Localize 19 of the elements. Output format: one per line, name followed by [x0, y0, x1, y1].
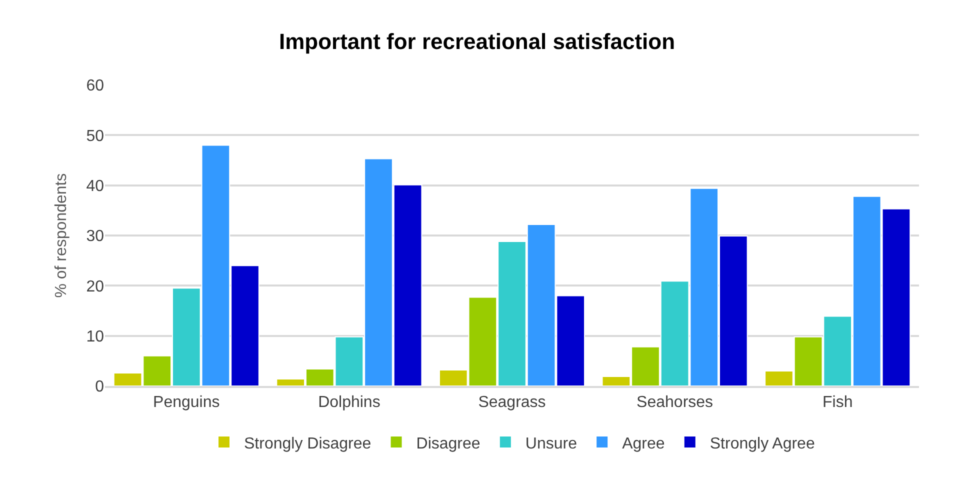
chart-title: Important for recreational satisfaction — [278, 29, 676, 54]
x-tick-label: Seahorses — [636, 394, 714, 412]
legend-label: Agree — [622, 435, 665, 452]
x-tick-label: Seagrass — [478, 394, 546, 412]
y-tick-label: 10 — [86, 328, 104, 346]
x-tick-label: Penguins — [153, 394, 220, 412]
y-tick-label: 50 — [86, 128, 104, 145]
x-tick-label: Dolphins — [318, 394, 380, 412]
y-tick-label: 0 — [95, 378, 104, 396]
x-tick-label: Fish — [822, 394, 853, 412]
y-tick-label: 60 — [86, 78, 104, 95]
y-tick-label: 40 — [86, 178, 104, 195]
legend-label: Unsure — [525, 435, 578, 452]
y-tick-label: 20 — [86, 278, 104, 296]
y-tick-label: 30 — [86, 228, 104, 246]
legend-label: Strongly Disagree — [244, 435, 372, 452]
legend-label: Strongly Agree — [710, 435, 815, 452]
legend-label: Disagree — [416, 435, 480, 452]
y-axis-title: % of respondents — [53, 173, 70, 298]
